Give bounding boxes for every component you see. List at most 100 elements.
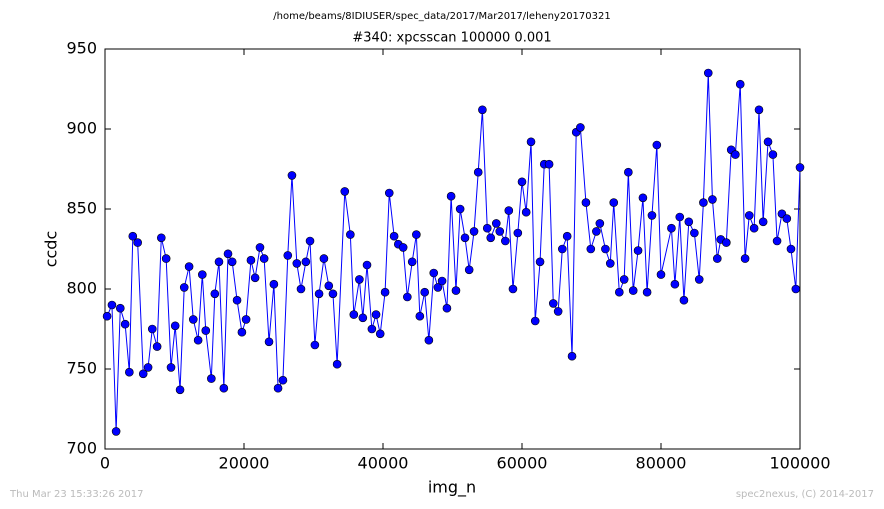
data-point xyxy=(592,227,601,236)
data-point xyxy=(624,167,633,177)
data-point xyxy=(670,279,680,289)
data-point xyxy=(362,260,372,270)
data-point xyxy=(708,195,717,204)
data-point xyxy=(744,211,754,220)
data-point xyxy=(389,231,399,241)
footer-left: Thu Mar 23 15:33:26 2017 xyxy=(9,489,143,500)
y-tick-label: 950 xyxy=(66,39,97,58)
data-point xyxy=(278,375,288,385)
data-point xyxy=(424,335,434,345)
data-point xyxy=(161,254,171,263)
data-point xyxy=(237,327,247,337)
data-point xyxy=(273,383,283,393)
data-point xyxy=(143,363,153,372)
data-point xyxy=(614,287,624,297)
data-point xyxy=(446,191,456,201)
data-point xyxy=(120,319,130,329)
y-tick-label: 800 xyxy=(66,279,97,298)
data-point xyxy=(367,324,377,334)
data-point xyxy=(314,289,324,299)
data-point xyxy=(255,243,265,252)
data-point xyxy=(246,255,256,265)
data-point xyxy=(638,193,648,203)
data-point xyxy=(667,223,676,233)
x-tick-label: 20000 xyxy=(219,454,270,473)
x-tick-label: 100000 xyxy=(769,454,830,473)
data-point xyxy=(628,286,638,295)
data-point xyxy=(740,254,750,263)
data-point xyxy=(223,249,233,259)
data-point xyxy=(526,137,536,147)
data-point xyxy=(517,177,527,187)
data-point xyxy=(795,163,805,172)
data-point xyxy=(553,307,563,316)
data-point xyxy=(380,287,390,297)
data-point xyxy=(581,198,591,207)
data-point xyxy=(319,254,329,263)
data-point xyxy=(207,374,216,383)
footer-right: spec2nexus, (C) 2014-2017 xyxy=(736,489,874,500)
data-point xyxy=(170,321,180,331)
data-point xyxy=(491,219,501,228)
data-point xyxy=(619,275,629,284)
data-point xyxy=(166,363,176,372)
data-point xyxy=(156,233,166,243)
data-point xyxy=(305,236,315,246)
data-point xyxy=(219,383,229,393)
data-point xyxy=(633,246,643,255)
data-point xyxy=(478,105,487,115)
data-point xyxy=(152,342,162,351)
data-point xyxy=(287,171,297,180)
y-tick-label: 750 xyxy=(66,359,97,378)
data-point xyxy=(407,257,417,267)
data-point xyxy=(699,198,708,207)
data-point xyxy=(652,140,662,150)
data-point xyxy=(210,289,220,299)
data-point xyxy=(684,217,694,227)
data-point xyxy=(735,79,745,89)
data-point xyxy=(241,315,251,324)
x-tick-label: 60000 xyxy=(497,454,548,473)
plot-frame xyxy=(104,48,801,450)
data-point xyxy=(358,313,368,323)
data-point xyxy=(250,273,260,283)
data-point xyxy=(328,289,338,299)
data-point xyxy=(398,243,408,252)
data-point xyxy=(193,335,203,345)
y-tick-label: 900 xyxy=(66,119,97,138)
data-point xyxy=(464,265,474,275)
data-point xyxy=(269,279,279,289)
data-point xyxy=(138,369,148,379)
data-point xyxy=(340,187,350,196)
data-point xyxy=(437,276,447,286)
data-point xyxy=(504,206,514,215)
data-point xyxy=(125,367,134,377)
data-point xyxy=(690,228,699,238)
data-point xyxy=(758,217,768,227)
data-point xyxy=(214,257,224,267)
data-point xyxy=(513,228,523,238)
data-point xyxy=(609,198,619,207)
data-point xyxy=(201,326,211,335)
data-point xyxy=(264,337,274,347)
data-point xyxy=(451,286,461,295)
data-point xyxy=(558,244,567,254)
data-point xyxy=(576,123,585,132)
data-point xyxy=(324,281,334,291)
data-point xyxy=(656,270,666,279)
data-point xyxy=(486,233,496,243)
data-point xyxy=(772,236,782,246)
data-point xyxy=(482,223,492,233)
chart-title: #340: xpcsscan 100000 0.001 xyxy=(352,31,551,46)
data-point xyxy=(544,159,554,169)
data-point xyxy=(749,223,759,233)
data-point xyxy=(703,68,713,78)
data-point xyxy=(147,324,157,334)
data-point xyxy=(310,340,320,350)
data-point xyxy=(111,427,121,436)
data-point xyxy=(469,227,479,236)
data-point xyxy=(679,295,689,305)
data-point xyxy=(420,287,430,297)
data-point xyxy=(455,204,465,214)
data-point xyxy=(349,310,359,319)
